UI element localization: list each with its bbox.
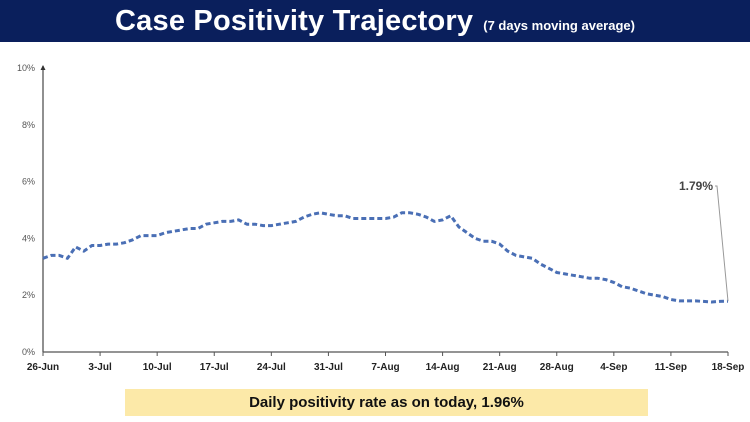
annotation-leader-line: [715, 185, 729, 302]
x-tick-label: 3-Jul: [88, 362, 112, 373]
line-chart: 0% 2% 4% 6% 8% 10% 26-Jun 3-Jul 10-Jul 17-Jul 24-J…: [17, 63, 745, 373]
x-tick-label: 7-Aug: [371, 362, 399, 373]
x-tick-label: 31-Jul: [314, 362, 343, 373]
y-tick-label: 6%: [22, 177, 35, 187]
chart-subtitle: (7 days moving average): [483, 17, 635, 33]
x-tick-label: 17-Jul: [200, 362, 229, 373]
daily-positivity-banner: Daily positivity rate as on today, 1.96%: [125, 389, 648, 416]
chart-title: Case Positivity Trajectory: [115, 4, 474, 37]
y-tick-label: 4%: [22, 233, 35, 243]
x-tick-label: 24-Jul: [257, 362, 286, 373]
y-tick-label: 2%: [22, 290, 35, 300]
x-tick-label: 14-Aug: [426, 362, 460, 373]
x-tick-label: 11-Sep: [655, 362, 687, 373]
x-tick-label: 28-Aug: [540, 362, 574, 373]
x-tick-label: 4-Sep: [600, 362, 627, 373]
x-tick-label: 26-Jun: [27, 362, 59, 373]
x-tick-label: 18-Sep: [712, 362, 745, 373]
annotation-label: 1.79%: [679, 179, 713, 193]
y-tick-label: 0%: [22, 347, 35, 357]
y-tick-label: 8%: [22, 120, 35, 130]
series-line: [42, 211, 729, 304]
title-bar: Case Positivity Trajectory (7 days movin…: [0, 0, 750, 42]
y-axis-arrow: [40, 65, 46, 70]
x-tick-label: 10-Jul: [143, 362, 172, 373]
x-tick-label: 21-Aug: [483, 362, 517, 373]
y-tick-label: 10%: [17, 63, 35, 73]
